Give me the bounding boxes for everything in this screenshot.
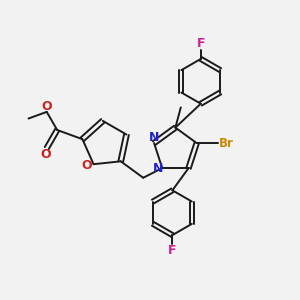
Text: N: N [153, 162, 163, 175]
Text: F: F [196, 37, 205, 50]
Text: O: O [82, 159, 92, 172]
Text: O: O [41, 148, 51, 160]
Text: N: N [149, 131, 159, 144]
Text: O: O [41, 100, 52, 113]
Text: F: F [168, 244, 177, 257]
Text: Br: Br [218, 136, 233, 150]
